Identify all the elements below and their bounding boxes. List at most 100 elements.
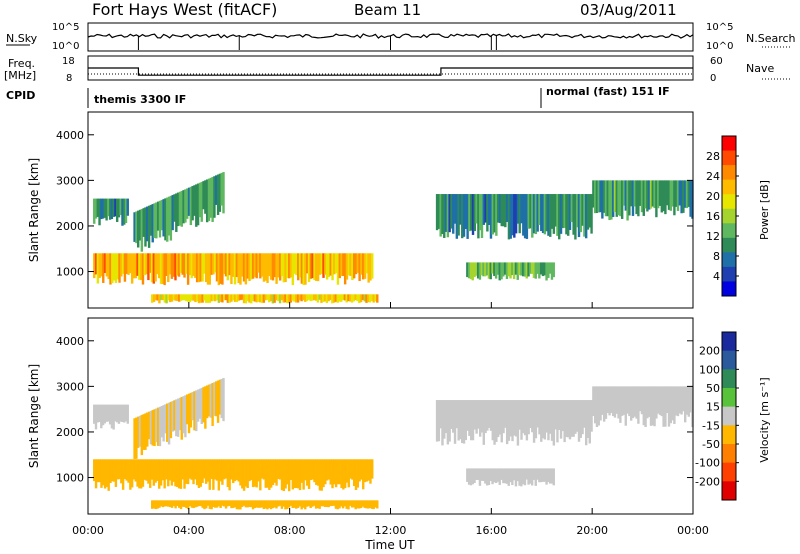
velocity-cell xyxy=(649,386,653,426)
velocity-cell xyxy=(171,401,174,432)
velocity-cell xyxy=(201,500,204,508)
power-cell xyxy=(144,207,147,247)
power-cell xyxy=(507,262,510,277)
velocity-cell xyxy=(112,459,116,482)
power-cell xyxy=(331,294,334,304)
velocity-cell xyxy=(269,459,273,488)
velocity-cell xyxy=(176,398,180,437)
power-cell xyxy=(331,253,334,281)
velocity-cell xyxy=(682,386,685,412)
power-cell xyxy=(205,179,209,223)
power-cell xyxy=(235,253,239,278)
power-cell xyxy=(453,194,457,224)
power-cell xyxy=(167,253,170,283)
velocity-cell xyxy=(674,386,678,416)
power-cell xyxy=(186,253,190,285)
velocity-cell xyxy=(502,468,505,484)
velocity-cell xyxy=(530,468,534,486)
velocity-cell xyxy=(376,500,379,509)
velocity-cell xyxy=(152,459,156,486)
power-cell xyxy=(351,253,354,281)
velocity-cell xyxy=(311,500,314,507)
power-cell xyxy=(165,294,168,304)
power-cell xyxy=(277,253,280,278)
x-tick-label: 04:00 xyxy=(173,524,205,537)
velocity-cell xyxy=(509,400,512,437)
power-cell xyxy=(271,253,275,281)
power-cell xyxy=(175,193,178,232)
velocity-cell xyxy=(306,459,309,486)
velocity-cell xyxy=(244,459,248,487)
velocity-cell xyxy=(369,459,372,484)
power-cell xyxy=(683,180,687,208)
power-cell xyxy=(620,180,624,219)
x-tick-label: 12:00 xyxy=(375,524,407,537)
velocity-cell xyxy=(311,459,314,480)
power-cell xyxy=(162,199,165,237)
power-cell xyxy=(360,253,363,275)
velocity-cell xyxy=(520,468,523,487)
power-cell xyxy=(437,194,441,229)
velocity-cell xyxy=(205,500,208,509)
power-cell xyxy=(637,180,640,217)
power-cell xyxy=(356,294,359,301)
velocity-cell xyxy=(316,459,320,486)
velocity-cell xyxy=(522,400,525,434)
power-cell xyxy=(169,294,172,303)
power-cell xyxy=(264,253,267,281)
power-cell xyxy=(640,180,644,213)
power-cell xyxy=(228,294,231,303)
power-cell xyxy=(473,262,476,278)
power-cell xyxy=(181,253,184,275)
velocity-cell xyxy=(121,404,124,423)
power-cell xyxy=(495,194,498,236)
power-cell xyxy=(280,253,284,277)
velocity-cell xyxy=(114,404,117,422)
velocity-cell xyxy=(597,386,600,426)
power-cell xyxy=(341,294,345,301)
velocity-cell xyxy=(174,500,177,509)
velocity-cell xyxy=(123,459,127,480)
velocity-cell xyxy=(363,459,367,483)
power-cell xyxy=(230,253,233,285)
power-cell xyxy=(658,180,662,206)
velocity-cell xyxy=(211,382,214,426)
power-cell xyxy=(484,194,487,223)
power-cell xyxy=(221,294,224,303)
velocity-cell xyxy=(655,386,658,419)
velocity-cell xyxy=(286,459,289,485)
velocity-cell xyxy=(347,500,350,510)
velocity-cell xyxy=(577,400,581,442)
velocity-cell xyxy=(619,386,622,423)
velocity-cell xyxy=(250,459,253,481)
power-cell xyxy=(332,294,336,303)
power-cell xyxy=(196,294,199,302)
power-cell xyxy=(235,294,239,303)
colorbar-tick-label: -100 xyxy=(695,457,720,470)
velocity-cell xyxy=(140,414,144,456)
velocity-cell xyxy=(367,500,370,509)
power-cell xyxy=(174,294,177,301)
power-cell xyxy=(502,262,505,277)
velocity-cell xyxy=(98,404,101,422)
velocity-cell xyxy=(550,400,554,441)
velocity-cell xyxy=(547,468,550,483)
velocity-cell xyxy=(318,500,321,509)
colorbar-tick-label: 15 xyxy=(706,401,720,414)
velocity-cell xyxy=(232,500,235,508)
velocity-y-ticks: 4000 3000 2000 1000 xyxy=(56,335,693,485)
velocity-cell xyxy=(280,459,284,491)
power-cell xyxy=(500,194,503,227)
power-cell xyxy=(213,253,217,273)
power-cell xyxy=(534,262,537,279)
velocity-cell xyxy=(108,404,112,425)
velocity-cell xyxy=(233,459,237,482)
velocity-cell xyxy=(147,411,151,440)
velocity-cell xyxy=(691,386,694,428)
velocity-cell xyxy=(367,459,370,481)
power-cell xyxy=(498,262,501,281)
power-cell xyxy=(367,294,370,303)
velocity-cell xyxy=(161,500,165,508)
velocity-cell xyxy=(372,500,375,510)
velocity-cell xyxy=(295,459,298,489)
